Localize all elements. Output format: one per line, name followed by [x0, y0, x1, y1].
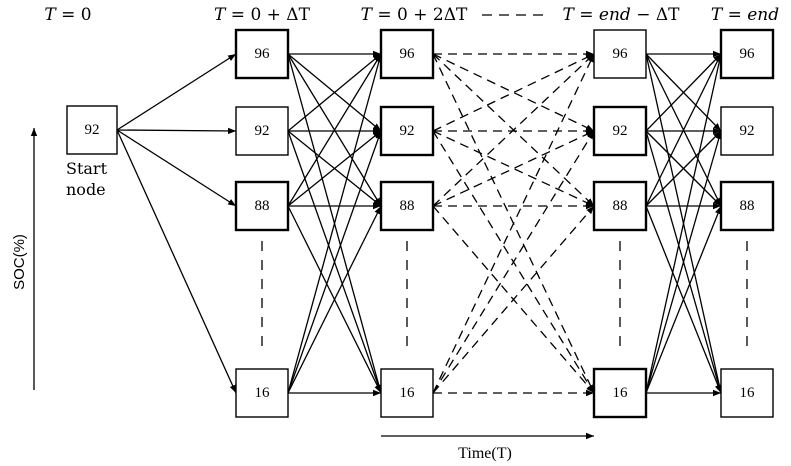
- node-c3-92: 92: [592, 105, 648, 157]
- edge-c3-c4-3-0: [645, 53, 723, 394]
- node-c1-88: 88: [234, 180, 290, 232]
- svg-text:96: 96: [740, 46, 756, 62]
- time-label-t4: T = end: [711, 5, 779, 25]
- edge-start-c1-0: [116, 53, 237, 131]
- edge-c3-c4-2-0: [645, 53, 722, 207]
- edge-start-c1-1: [116, 127, 237, 135]
- node-columns: 96 92 88 16 96 92 88 16 96 92 88 16 96 92 88 16: [234, 28, 775, 419]
- node-c4-96: 96: [719, 28, 775, 80]
- node-c2-96: 96: [379, 28, 435, 80]
- time-label-t0: T = 0: [44, 5, 91, 25]
- edge-start-c1-3: [116, 129, 237, 394]
- svg-text:16: 16: [740, 385, 756, 401]
- svg-text:88: 88: [740, 198, 755, 214]
- edge-start-c1-2: [116, 129, 237, 207]
- edge-c3-c4-1-0: [645, 53, 722, 132]
- edges: [116, 50, 723, 397]
- edge-c1-c2-3-1: [287, 130, 382, 394]
- edge-c2-c3-3-1: [432, 130, 595, 394]
- edge-c1-c2-3-0: [287, 53, 382, 394]
- svg-text:92: 92: [400, 123, 415, 139]
- svg-text:16: 16: [613, 385, 629, 401]
- start-node-label-2: node: [66, 180, 106, 199]
- svg-text:92: 92: [85, 122, 100, 138]
- edge-c2-c3-3-2: [432, 205, 595, 394]
- edge-c1-c2-2-0: [287, 53, 382, 207]
- edge-c3-c4-3-1: [645, 130, 722, 394]
- edge-c1-c2-3-2: [287, 205, 382, 394]
- node-c3-96: 96: [593, 29, 647, 79]
- svg-text:96: 96: [255, 46, 271, 62]
- node-c3-88: 88: [592, 180, 648, 232]
- time-label-t2: T = 0 + 2ΔT: [361, 5, 468, 25]
- svg-text:88: 88: [613, 198, 628, 214]
- time-label-t1: T = 0 + ΔT: [214, 5, 311, 25]
- edge-c3-c4-2-1: [645, 130, 722, 207]
- edge-c2-c3-2-0: [432, 53, 595, 207]
- node-c2-16: 16: [380, 368, 434, 418]
- node-c4-88: 88: [719, 180, 775, 232]
- svg-text:92: 92: [613, 123, 628, 139]
- edge-c1-c2-2-1: [287, 130, 382, 207]
- node-c2-92: 92: [379, 105, 435, 157]
- node-c1-16: 16: [235, 368, 289, 418]
- edge-c2-c3-3-0: [432, 53, 595, 394]
- node-c1-92: 92: [235, 106, 289, 156]
- x-axis-label: Time(T): [458, 445, 512, 462]
- start-node-label-1: Start: [66, 159, 108, 178]
- svg-text:88: 88: [255, 198, 270, 214]
- node-c4-92: 92: [720, 106, 774, 156]
- svg-text:92: 92: [255, 123, 270, 139]
- node-c4-16: 16: [720, 368, 774, 418]
- svg-text:16: 16: [255, 385, 271, 401]
- svg-text:16: 16: [400, 385, 416, 401]
- node-c2-88: 88: [379, 180, 435, 232]
- node-c3-16: 16: [592, 367, 648, 419]
- svg-text:88: 88: [400, 198, 415, 214]
- svg-text:96: 96: [613, 46, 629, 62]
- time-label-t3: T = end − ΔT: [563, 5, 681, 25]
- node-c1-96: 96: [234, 28, 290, 80]
- svg-text:92: 92: [740, 123, 755, 139]
- svg-text:96: 96: [400, 46, 416, 62]
- edge-c1-c2-1-0: [287, 53, 382, 132]
- start-node: 92: [66, 105, 118, 155]
- y-axis-label: SOC(%): [11, 234, 28, 290]
- edge-c3-c4-3-2: [645, 205, 722, 394]
